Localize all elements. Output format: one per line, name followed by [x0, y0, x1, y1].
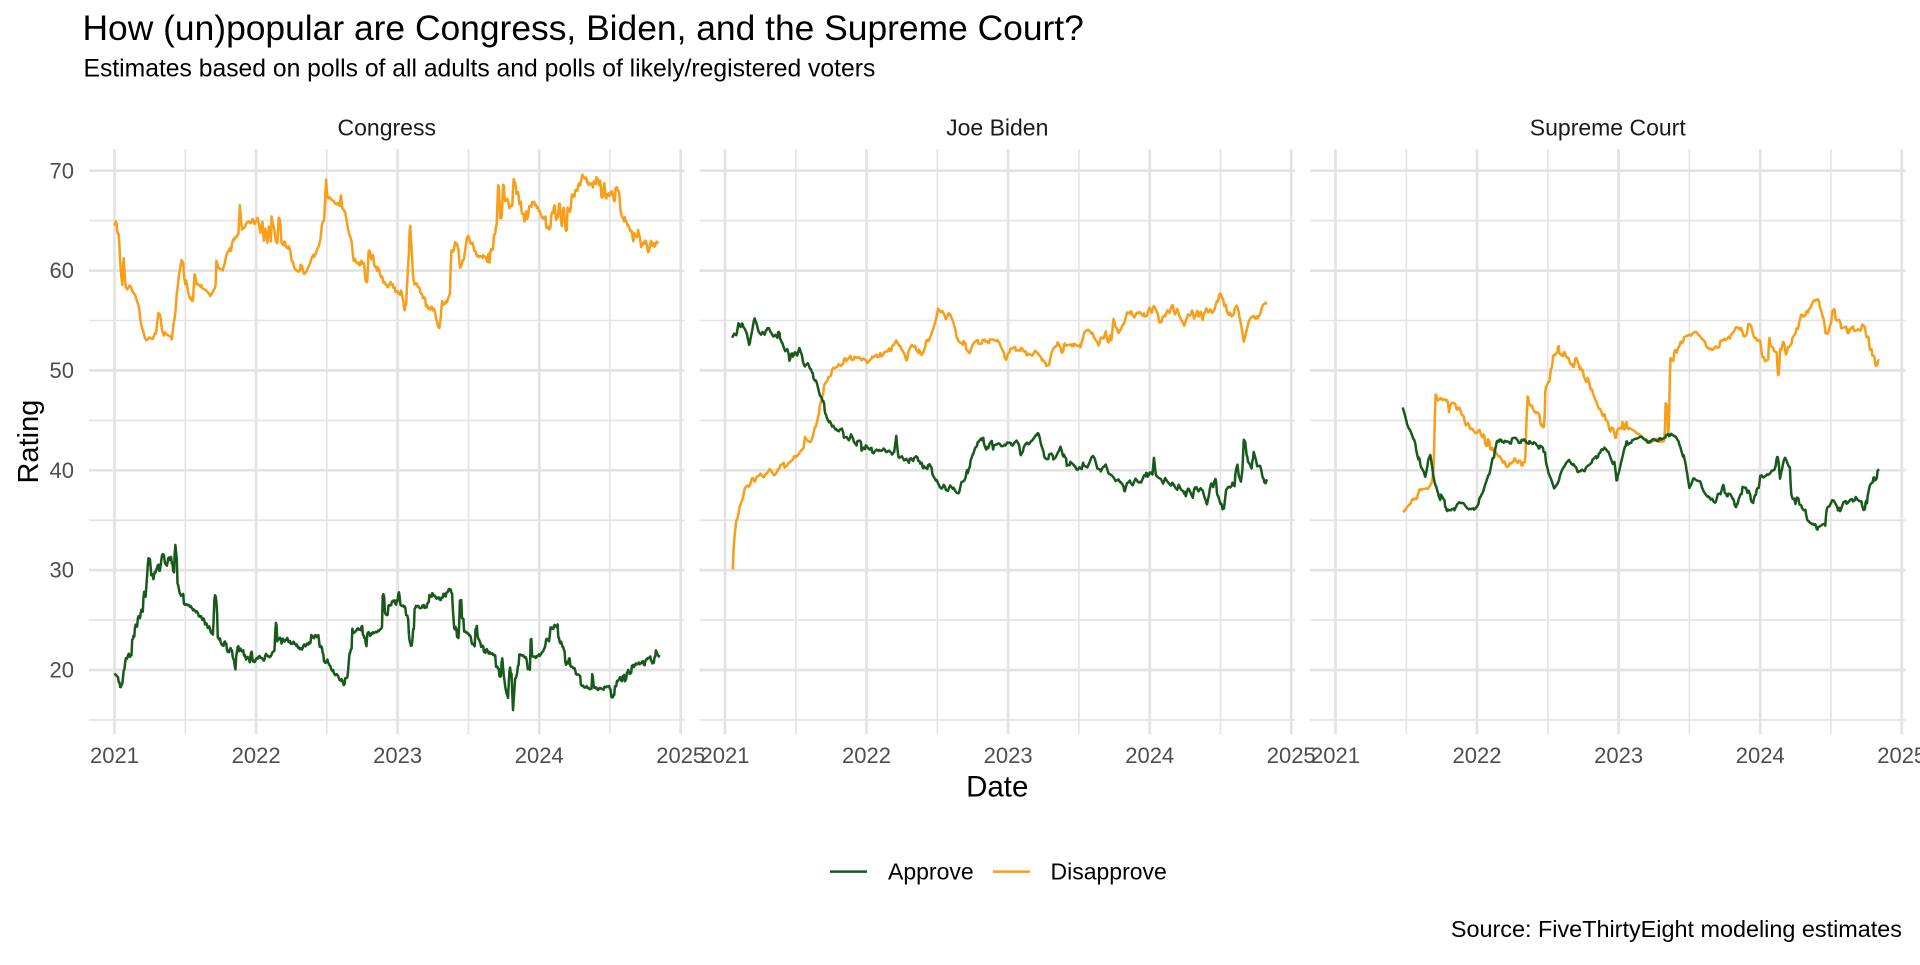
svg-text:How (un)popular are Congress,: How (un)popular are Congress, Biden, and… — [83, 8, 1084, 48]
svg-text:2025: 2025 — [656, 743, 705, 768]
svg-text:Estimates based on polls of al: Estimates based on polls of all adults a… — [84, 56, 876, 83]
svg-text:2024: 2024 — [1125, 743, 1174, 768]
svg-text:2023: 2023 — [1594, 743, 1643, 768]
svg-text:Supreme Court: Supreme Court — [1530, 114, 1687, 140]
svg-text:60: 60 — [50, 258, 74, 283]
svg-text:70: 70 — [50, 158, 74, 183]
svg-text:2023: 2023 — [984, 743, 1033, 768]
svg-text:2024: 2024 — [515, 743, 564, 768]
svg-text:2025: 2025 — [1877, 743, 1920, 768]
svg-text:2021: 2021 — [701, 743, 750, 768]
svg-text:Disapprove: Disapprove — [1051, 859, 1167, 885]
svg-text:2022: 2022 — [232, 743, 281, 768]
svg-text:2021: 2021 — [1311, 743, 1360, 768]
svg-text:30: 30 — [50, 558, 74, 583]
svg-text:Joe Biden: Joe Biden — [946, 114, 1048, 140]
svg-text:2022: 2022 — [1453, 743, 1502, 768]
svg-text:40: 40 — [50, 458, 74, 483]
svg-text:Date: Date — [966, 771, 1028, 804]
svg-text:50: 50 — [50, 358, 74, 383]
svg-text:2025: 2025 — [1267, 743, 1316, 768]
svg-text:2021: 2021 — [90, 743, 139, 768]
svg-text:2023: 2023 — [373, 743, 422, 768]
svg-text:Congress: Congress — [338, 114, 436, 140]
svg-text:2024: 2024 — [1736, 743, 1785, 768]
svg-text:Source: FiveThirtyEight modeli: Source: FiveThirtyEight modeling estimat… — [1451, 916, 1902, 942]
svg-text:Rating: Rating — [13, 400, 45, 484]
svg-text:20: 20 — [50, 658, 74, 683]
svg-text:2022: 2022 — [842, 743, 891, 768]
svg-text:Approve: Approve — [888, 859, 974, 885]
